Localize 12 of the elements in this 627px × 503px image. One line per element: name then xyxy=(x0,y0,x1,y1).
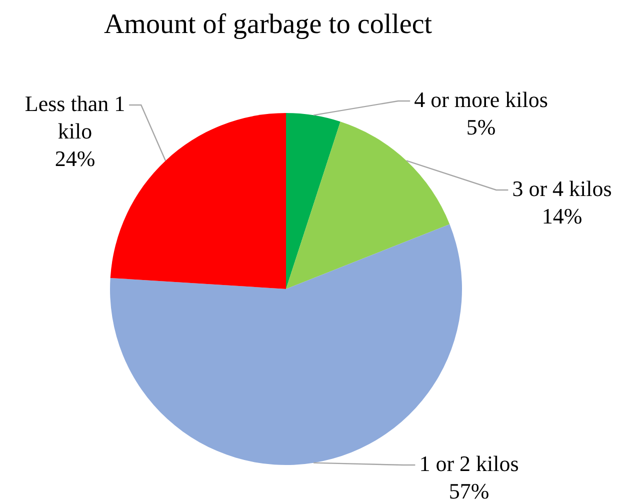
data-label: 24% xyxy=(54,146,96,171)
chart-title: Amount of garbage to collect xyxy=(104,9,432,40)
slice-label: 3 or 4 kilos xyxy=(512,176,612,201)
data-label: 57% xyxy=(448,478,490,503)
data-label: 5% xyxy=(466,114,496,140)
pie-slice xyxy=(286,113,340,289)
pie-slice xyxy=(286,122,450,289)
slice-label: 1 or 2 kilos xyxy=(419,451,519,476)
data-label: 14% xyxy=(542,204,582,228)
pie-slice xyxy=(110,113,286,289)
slice-label: 4 or more kilos xyxy=(414,87,548,112)
slice-label: Less than 1 kilo xyxy=(24,91,126,144)
